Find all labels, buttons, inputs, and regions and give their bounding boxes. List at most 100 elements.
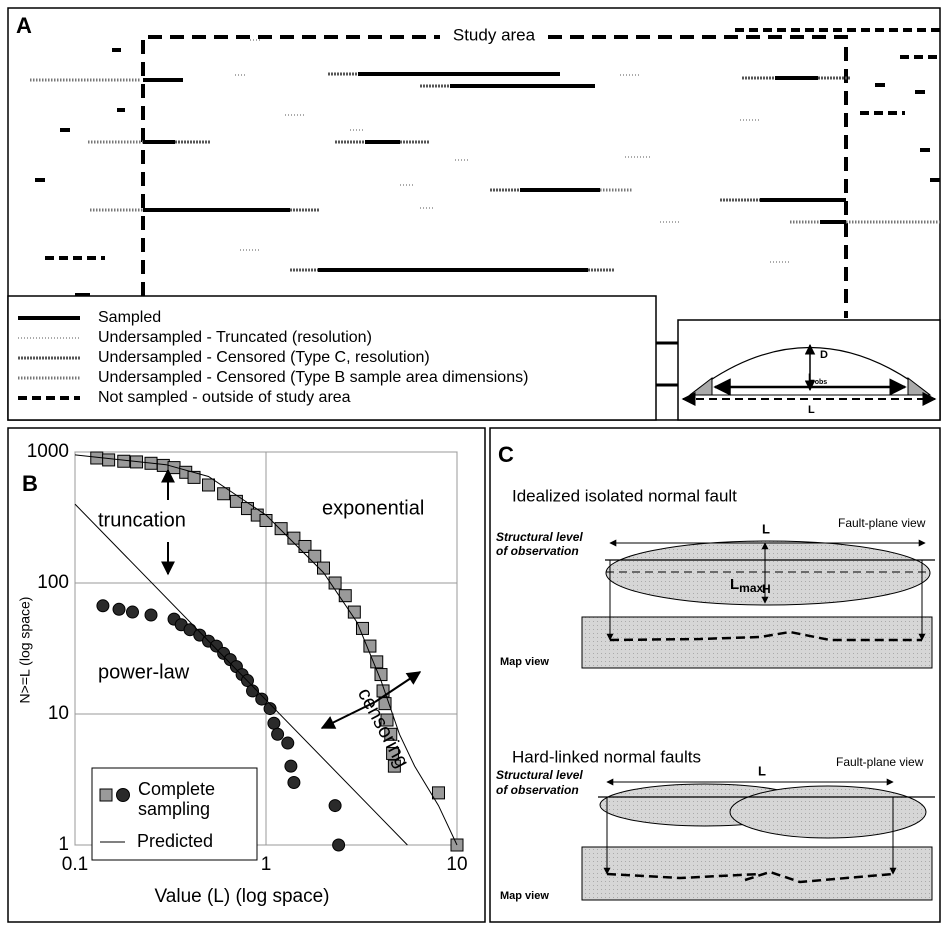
panel-label: C	[498, 442, 514, 467]
data-point	[332, 838, 346, 852]
legend-line: Complete	[138, 779, 215, 799]
dimension-label: L	[762, 521, 770, 536]
view-label: Fault-plane view	[838, 516, 926, 530]
label-main: L	[730, 576, 739, 593]
inset-label: D	[820, 349, 828, 361]
fault-segments	[30, 28, 940, 297]
annotation: exponential	[322, 497, 424, 519]
data-point	[125, 605, 139, 619]
data-point	[328, 799, 342, 813]
dimension-label: Lmax	[730, 576, 764, 595]
level-label: of observation	[496, 783, 579, 797]
data-point	[263, 702, 277, 716]
panel-label: B	[22, 471, 38, 496]
data-point	[246, 684, 260, 698]
legend-label: Predicted	[137, 831, 213, 851]
label-sub: max	[739, 581, 763, 595]
data-point	[96, 599, 110, 613]
study-area-outline	[141, 35, 848, 318]
data-point	[274, 522, 288, 536]
y-tick-label: 1	[58, 834, 69, 855]
legend-label: Undersampled - Censored (Type C, resolut…	[98, 349, 430, 366]
map-box	[581, 616, 933, 669]
data-point	[284, 759, 298, 773]
data-point	[102, 453, 116, 467]
legend-box	[7, 295, 657, 421]
data-point	[338, 589, 352, 603]
section-title: Hard-linked normal faults	[512, 747, 701, 766]
data-point	[387, 759, 401, 773]
legend-swatch	[99, 788, 113, 802]
data-point	[271, 727, 285, 741]
x-tick-label: 0.1	[62, 854, 88, 875]
data-point	[117, 454, 131, 468]
data-point	[202, 478, 216, 492]
data-point	[316, 561, 330, 575]
data-point	[298, 539, 312, 553]
legend-label: Not sampled - outside of study area	[98, 389, 351, 406]
legend-label: Undersampled - Truncated (resolution)	[98, 329, 372, 346]
legend-label: Sampled	[98, 309, 161, 326]
study-area-label: Study area	[453, 25, 536, 44]
inset-label: Lobs	[808, 372, 827, 386]
dimension-label: H	[762, 582, 771, 596]
map-box	[581, 846, 933, 901]
inset-label: L	[808, 404, 815, 416]
x-tick-label: 10	[446, 854, 467, 875]
map-label: Map view	[500, 890, 549, 902]
legend-box	[91, 767, 258, 861]
data-point	[287, 531, 301, 545]
data-point	[431, 786, 445, 800]
annotation: truncation	[98, 509, 186, 531]
data-point	[229, 494, 243, 508]
label-main: L	[808, 372, 815, 384]
panel-c-frame	[489, 427, 941, 923]
legend-label: Undersampled - Censored (Type B sample a…	[98, 369, 528, 386]
data-point	[287, 775, 301, 789]
data-point	[255, 692, 269, 706]
y-tick-label: 100	[37, 572, 69, 593]
data-point	[187, 470, 201, 484]
y-axis-label: N>=L (log space)	[17, 597, 33, 704]
data-point	[386, 746, 400, 760]
x-axis-label: Value (L) (log space)	[155, 886, 330, 907]
view-label: Fault-plane view	[836, 755, 924, 769]
dimension-label: L	[758, 763, 766, 778]
data-point	[259, 513, 273, 527]
legend-line: sampling	[138, 799, 210, 819]
data-point	[144, 608, 158, 622]
annotation-arrow	[374, 671, 422, 703]
annotation-arrow	[320, 701, 376, 729]
panel-b-frame	[7, 427, 486, 923]
x-tick-label: 1	[261, 854, 272, 875]
data-point	[112, 602, 126, 616]
level-label: of observation	[496, 544, 579, 558]
label-sub: obs	[815, 379, 828, 386]
annotation: power-law	[98, 661, 190, 683]
predicted-line	[74, 454, 458, 846]
fault-plane	[729, 785, 927, 839]
y-tick-label: 10	[48, 703, 69, 724]
data-point	[363, 639, 377, 653]
data-point	[183, 623, 197, 637]
data-point	[281, 736, 295, 750]
data-point	[308, 549, 322, 563]
level-label: Structural level	[496, 768, 583, 782]
legend: Sampled Undersampled - Truncated (resolut…	[18, 309, 528, 406]
legend-swatch	[116, 788, 130, 802]
fault-trace	[609, 630, 922, 642]
data-point	[370, 655, 384, 669]
level-label: Structural level	[496, 530, 583, 544]
data-point	[384, 727, 398, 741]
panel-label: A	[16, 13, 32, 38]
predicted-line	[74, 503, 408, 846]
fault-trace	[606, 870, 894, 884]
data-point	[217, 487, 231, 501]
section-title: Idealized isolated normal fault	[512, 486, 737, 505]
data-point	[267, 716, 281, 730]
legend-label: Complete sampling	[138, 779, 215, 819]
map-label: Map view	[500, 656, 549, 668]
data-point	[380, 713, 394, 727]
